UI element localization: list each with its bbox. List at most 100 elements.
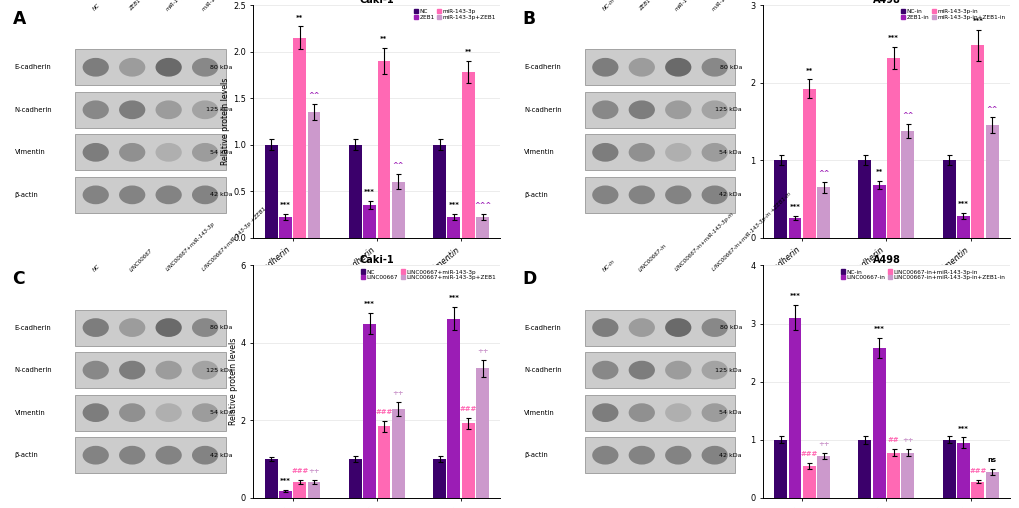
Bar <box>447 319 460 498</box>
Ellipse shape <box>664 58 691 77</box>
Bar <box>264 145 277 238</box>
Ellipse shape <box>192 143 218 162</box>
Bar <box>942 440 955 498</box>
Text: 80 kDa: 80 kDa <box>210 65 232 70</box>
Ellipse shape <box>592 185 618 204</box>
Bar <box>75 352 225 388</box>
Ellipse shape <box>192 185 218 204</box>
Bar <box>391 182 405 238</box>
Text: ***: *** <box>957 201 968 207</box>
Bar <box>584 177 735 213</box>
Text: 125 kDa: 125 kDa <box>714 107 741 112</box>
Bar <box>447 217 460 238</box>
Y-axis label: Relative protein levels: Relative protein levels <box>221 78 230 165</box>
Bar <box>278 491 291 498</box>
Text: 80 kDa: 80 kDa <box>718 65 741 70</box>
Bar <box>984 125 998 238</box>
Bar <box>75 49 225 85</box>
Title: Caki-1: Caki-1 <box>359 0 393 5</box>
Text: LINC00667+miR-143-3p +ZEB1: LINC00667+miR-143-3p +ZEB1 <box>202 207 267 272</box>
Ellipse shape <box>664 318 691 337</box>
Ellipse shape <box>701 318 728 337</box>
Ellipse shape <box>83 58 109 77</box>
Ellipse shape <box>155 361 181 379</box>
Ellipse shape <box>119 185 145 204</box>
Bar <box>901 131 913 238</box>
Ellipse shape <box>628 185 654 204</box>
Text: ^^: ^^ <box>817 170 828 176</box>
Ellipse shape <box>119 58 145 77</box>
Text: LINC00667+miR-143-3p: LINC00667+miR-143-3p <box>165 221 216 272</box>
Bar <box>788 218 801 238</box>
Bar <box>584 395 735 431</box>
Text: miR-143-3p-in+ ZEB1-in: miR-143-3p-in+ ZEB1-in <box>710 0 761 12</box>
Text: β-actin: β-actin <box>14 192 39 198</box>
Bar <box>802 466 815 498</box>
Bar <box>858 160 870 238</box>
Ellipse shape <box>155 58 181 77</box>
Bar <box>363 205 376 238</box>
Bar <box>348 145 362 238</box>
Text: ###: ### <box>460 406 476 412</box>
Text: β-actin: β-actin <box>524 452 547 458</box>
Bar <box>942 160 955 238</box>
Text: NC-in: NC-in <box>601 258 615 272</box>
Text: ++: ++ <box>392 390 404 396</box>
Ellipse shape <box>192 361 218 379</box>
Text: E-cadherin: E-cadherin <box>14 325 51 331</box>
Ellipse shape <box>155 185 181 204</box>
Bar <box>584 352 735 388</box>
Ellipse shape <box>83 361 109 379</box>
Text: Vimentin: Vimentin <box>524 409 554 416</box>
Text: β-actin: β-actin <box>524 192 547 198</box>
Ellipse shape <box>628 58 654 77</box>
Ellipse shape <box>119 143 145 162</box>
Bar <box>476 368 488 498</box>
Text: ^^: ^^ <box>392 163 404 169</box>
Bar <box>377 61 390 238</box>
Ellipse shape <box>155 101 181 119</box>
Text: ++: ++ <box>308 468 320 474</box>
Bar <box>816 187 829 238</box>
Ellipse shape <box>83 101 109 119</box>
Ellipse shape <box>155 446 181 464</box>
Bar <box>308 482 320 498</box>
Ellipse shape <box>83 185 109 204</box>
Bar <box>264 459 277 498</box>
Bar <box>584 309 735 345</box>
Ellipse shape <box>628 318 654 337</box>
Bar <box>75 134 225 170</box>
Text: ***: *** <box>888 35 898 41</box>
Text: 42 kDa: 42 kDa <box>718 193 741 198</box>
Ellipse shape <box>155 318 181 337</box>
Text: **: ** <box>296 15 303 21</box>
Text: ++: ++ <box>476 348 488 354</box>
Text: 42 kDa: 42 kDa <box>210 453 232 458</box>
Text: B: B <box>522 10 535 28</box>
Text: NC: NC <box>92 3 101 12</box>
Ellipse shape <box>664 101 691 119</box>
Text: ***: *** <box>789 293 800 299</box>
Ellipse shape <box>83 143 109 162</box>
Ellipse shape <box>592 361 618 379</box>
Ellipse shape <box>192 446 218 464</box>
Ellipse shape <box>628 403 654 422</box>
Text: 80 kDa: 80 kDa <box>718 325 741 330</box>
Bar <box>293 482 306 498</box>
Bar <box>462 424 474 498</box>
Ellipse shape <box>192 403 218 422</box>
Bar <box>872 348 884 498</box>
Ellipse shape <box>592 446 618 464</box>
Bar <box>75 395 225 431</box>
Text: ***: *** <box>279 478 290 484</box>
Text: ##: ## <box>887 437 899 443</box>
Text: miR-143-3p+ ZEB1: miR-143-3p+ ZEB1 <box>202 0 243 12</box>
Legend: NC, ZEB1, miR-143-3p, miR-143-3p+ZEB1: NC, ZEB1, miR-143-3p, miR-143-3p+ZEB1 <box>412 8 497 21</box>
Text: ***: *** <box>873 326 883 332</box>
Ellipse shape <box>119 361 145 379</box>
Text: 125 kDa: 125 kDa <box>206 107 232 112</box>
Text: ###: ### <box>800 451 817 457</box>
Text: LINC00667-in+miR-143-3p-in +ZEB1-in: LINC00667-in+miR-143-3p-in +ZEB1-in <box>710 192 791 272</box>
Ellipse shape <box>628 361 654 379</box>
Text: LINC00667-in+miR-143-3p-in: LINC00667-in+miR-143-3p-in <box>674 211 735 272</box>
